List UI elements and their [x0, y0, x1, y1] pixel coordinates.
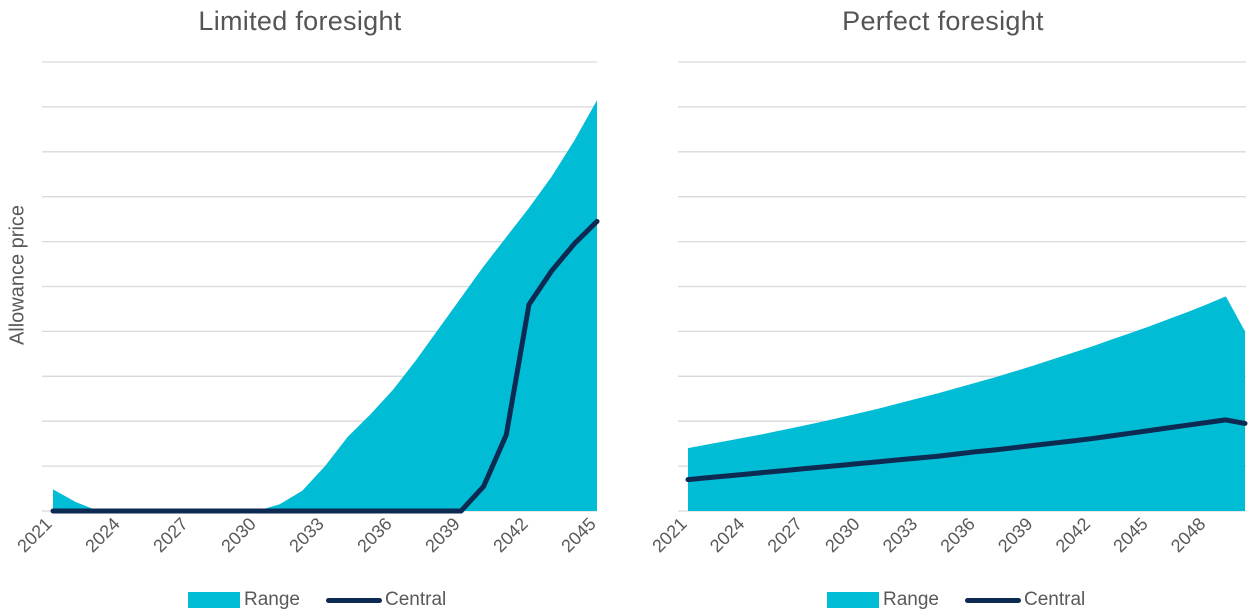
range-area [53, 100, 597, 511]
x-tick-label: 2045 [557, 514, 599, 556]
x-tick-label: 2039 [994, 514, 1036, 556]
legend-range-label: Range [244, 589, 300, 610]
x-tick-label: 2027 [149, 514, 191, 556]
legend-range-swatch [827, 592, 879, 608]
central-line [50, 218, 600, 514]
chart-legend: Range Central [188, 588, 446, 612]
x-tick-label: 2048 [1167, 514, 1209, 556]
legend-central-label: Central [1024, 589, 1086, 610]
x-tick-label: 2036 [353, 514, 395, 556]
legend-central-label: Central [385, 589, 447, 610]
x-tick-label: 2036 [936, 514, 978, 556]
legend-central-swatch [326, 597, 382, 603]
x-tick-label: 2042 [489, 514, 531, 556]
x-tick-label: 2042 [1052, 514, 1094, 556]
x-tick-label: 2039 [421, 514, 463, 556]
x-tick-label: 2027 [764, 514, 806, 556]
x-tick-label: 2033 [285, 514, 327, 556]
x-tick-label: 2045 [1109, 514, 1151, 556]
x-tick-label: 2024 [81, 514, 123, 556]
x-tick-label: 2030 [821, 514, 863, 556]
x-tick-label: 2021 [648, 514, 690, 556]
central-line [685, 417, 1248, 483]
x-tick-label: 2021 [13, 514, 55, 556]
chart-title: Limited foresight [198, 6, 402, 36]
x-tick-label: 2024 [706, 514, 748, 556]
chart-perfect-foresight: Perfect foresight 2021 2024 2027 2030 2033 20… [630, 0, 1256, 614]
range-area [688, 296, 1245, 511]
chart-title: Perfect foresight [842, 6, 1044, 36]
chart-plot-area: 2021 2024 2027 2030 2033 2036 2039 2042 2045 2048 [648, 61, 1248, 556]
chart-limited-foresight: Limited foresight 2021 2024 2027 2030 2033 20… [0, 0, 620, 614]
chart-legend: Range Central [827, 588, 1085, 612]
legend-range-label: Range [883, 589, 939, 610]
x-tick-label: 2030 [217, 514, 259, 556]
legend-central-swatch [965, 597, 1021, 603]
chart-plot-area: 2021 2024 2027 2030 2033 2036 2039 2042 2045 [13, 61, 600, 556]
x-tick-label: 2033 [879, 514, 921, 556]
legend-range-swatch [188, 592, 240, 608]
